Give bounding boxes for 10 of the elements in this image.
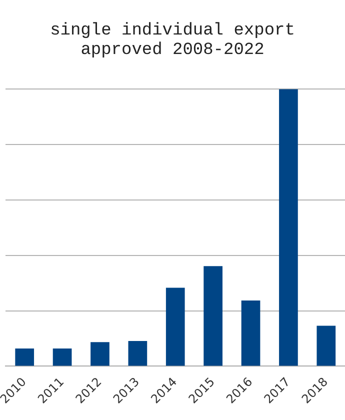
bar bbox=[166, 288, 185, 366]
bar bbox=[15, 348, 34, 366]
chart-title: single individual export approved 2008-2022 bbox=[50, 21, 295, 60]
bar bbox=[316, 326, 336, 366]
bar bbox=[241, 300, 260, 366]
bar bbox=[90, 342, 110, 366]
bar bbox=[204, 266, 222, 366]
bar bbox=[52, 348, 72, 366]
bar bbox=[128, 341, 148, 366]
bar bbox=[279, 89, 298, 366]
